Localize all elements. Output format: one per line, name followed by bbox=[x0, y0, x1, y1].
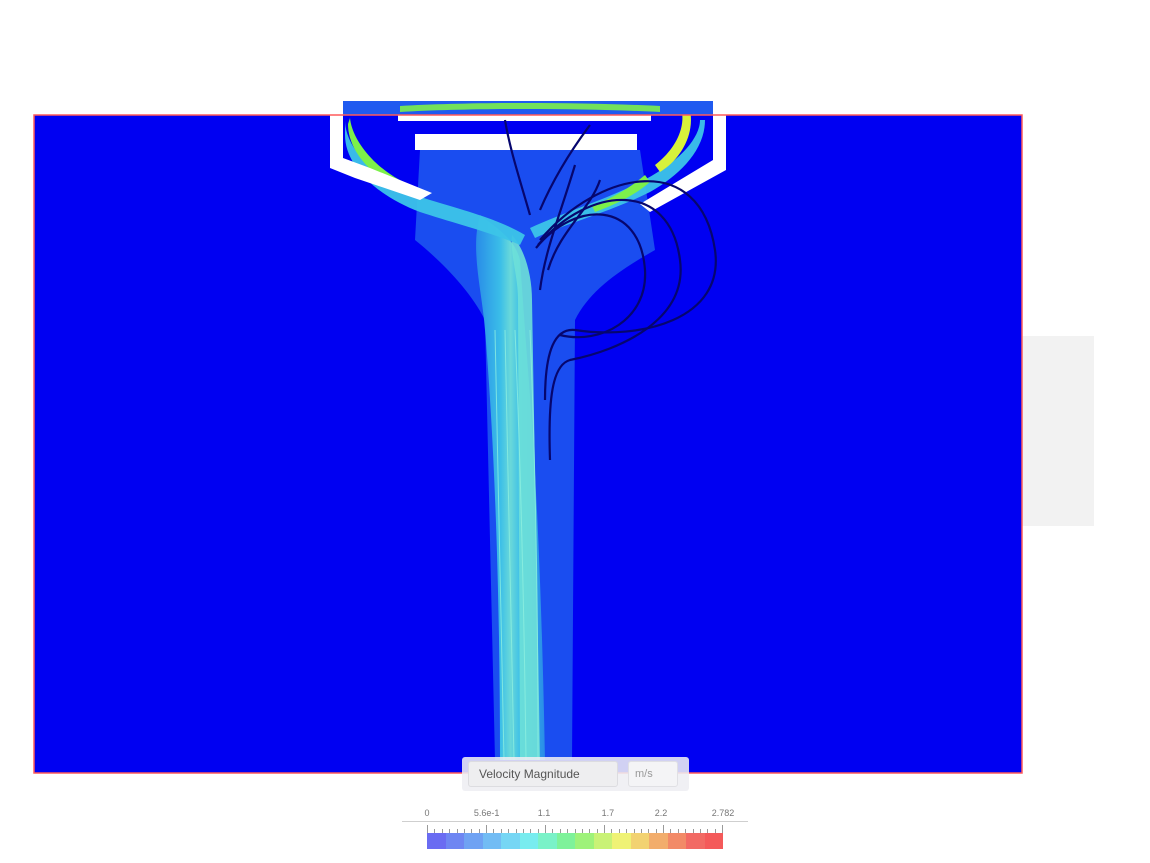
colorbar-tick-label: 5.6e-1 bbox=[473, 808, 500, 818]
colorbar-tick bbox=[463, 829, 465, 833]
legend-panel: Velocity Magnitude m/s bbox=[462, 757, 689, 791]
colorbar-segment bbox=[501, 833, 520, 849]
colorbar-tick bbox=[648, 829, 650, 833]
colorbar-tick bbox=[434, 829, 436, 833]
colorbar-tick bbox=[456, 829, 458, 833]
colorbar-segment bbox=[686, 833, 705, 849]
colorbar-tick bbox=[500, 829, 502, 833]
colorbar-tick bbox=[567, 829, 569, 833]
streamlines bbox=[503, 119, 717, 461]
colorbar-tick-label: 1.7 bbox=[601, 808, 615, 818]
colorbar-rule bbox=[402, 821, 748, 822]
top-gap bbox=[398, 115, 651, 121]
colorbar-tick bbox=[581, 829, 583, 833]
colorbar bbox=[427, 833, 723, 849]
colorbar-tick bbox=[714, 829, 716, 833]
colorbar-tick bbox=[427, 825, 428, 833]
colorbar-tick bbox=[493, 829, 495, 833]
right-channel-green bbox=[592, 175, 650, 212]
colorbar-tick bbox=[685, 829, 687, 833]
colorbar-segment bbox=[482, 833, 501, 849]
colorbar-tick-label: 2.2 bbox=[654, 808, 668, 818]
right-channel-flow bbox=[530, 120, 705, 238]
colorbar-segment bbox=[464, 833, 483, 849]
colorbar-segment bbox=[593, 833, 612, 849]
colorbar-segment bbox=[630, 833, 649, 849]
right-nozzle-wall bbox=[640, 115, 726, 212]
colorbar-segment bbox=[445, 833, 464, 849]
colorbar-labels: 0 5.6e-1 1.1 1.7 2.2 2.782 bbox=[402, 808, 748, 824]
jet-core bbox=[511, 235, 540, 760]
colorbar-tick-label: 1.1 bbox=[537, 808, 551, 818]
colorbar-tick bbox=[722, 825, 723, 833]
colorbar-tick bbox=[441, 829, 443, 833]
quantity-selector[interactable]: Velocity Magnitude bbox=[468, 761, 618, 787]
colorbar-tick bbox=[545, 825, 546, 833]
colorbar-segment bbox=[556, 833, 575, 849]
colorbar-tick bbox=[596, 829, 598, 833]
colorbar-segment bbox=[538, 833, 557, 849]
right-channel-hot bbox=[655, 110, 691, 172]
colorbar-tick bbox=[478, 829, 480, 833]
colorbar-ticks bbox=[427, 825, 723, 833]
colorbar-tick bbox=[589, 829, 591, 833]
colorbar-tick bbox=[677, 829, 679, 833]
colorbar-tick bbox=[604, 825, 605, 833]
colorbar-tick bbox=[508, 829, 510, 833]
colorbar-tick bbox=[552, 829, 554, 833]
left-nozzle-wall bbox=[330, 115, 432, 200]
colorbar-segment bbox=[519, 833, 538, 849]
colorbar-tick bbox=[618, 829, 620, 833]
colorbar-tick bbox=[515, 829, 517, 833]
watermark-letter bbox=[1018, 336, 1094, 526]
colorbar-segment bbox=[649, 833, 668, 849]
colorbar-tick bbox=[663, 825, 664, 833]
colorbar-segment bbox=[704, 833, 723, 849]
colorbar-tick bbox=[530, 829, 532, 833]
colorbar-tick-label: 2.782 bbox=[711, 808, 735, 818]
colorbar-segment bbox=[575, 833, 594, 849]
jet-halo bbox=[415, 147, 655, 760]
colorbar-segment bbox=[667, 833, 686, 849]
colorbar-segment bbox=[427, 833, 446, 849]
colorbar-tick bbox=[633, 829, 635, 833]
colorbar-tick bbox=[522, 829, 524, 833]
colorbar-tick bbox=[626, 829, 628, 833]
colorbar-tick bbox=[537, 829, 539, 833]
colorbar-tick bbox=[655, 829, 657, 833]
center-cap bbox=[415, 134, 637, 150]
colorbar-tick-label: 0 bbox=[424, 808, 430, 818]
colorbar-tick bbox=[449, 829, 451, 833]
colorbar-tick bbox=[707, 829, 709, 833]
colorbar-tick bbox=[611, 829, 613, 833]
colorbar-tick bbox=[471, 829, 473, 833]
colorbar-tick bbox=[574, 829, 576, 833]
manifold-top-hot bbox=[400, 103, 660, 112]
colorbar-tick bbox=[699, 829, 701, 833]
colorbar-tick bbox=[559, 829, 561, 833]
colorbar-tick bbox=[486, 825, 487, 833]
unit-selector[interactable]: m/s bbox=[628, 761, 678, 787]
colorbar-segment bbox=[612, 833, 631, 849]
colorbar-tick bbox=[640, 829, 642, 833]
colorbar-tick bbox=[670, 829, 672, 833]
colorbar-tick bbox=[692, 829, 694, 833]
